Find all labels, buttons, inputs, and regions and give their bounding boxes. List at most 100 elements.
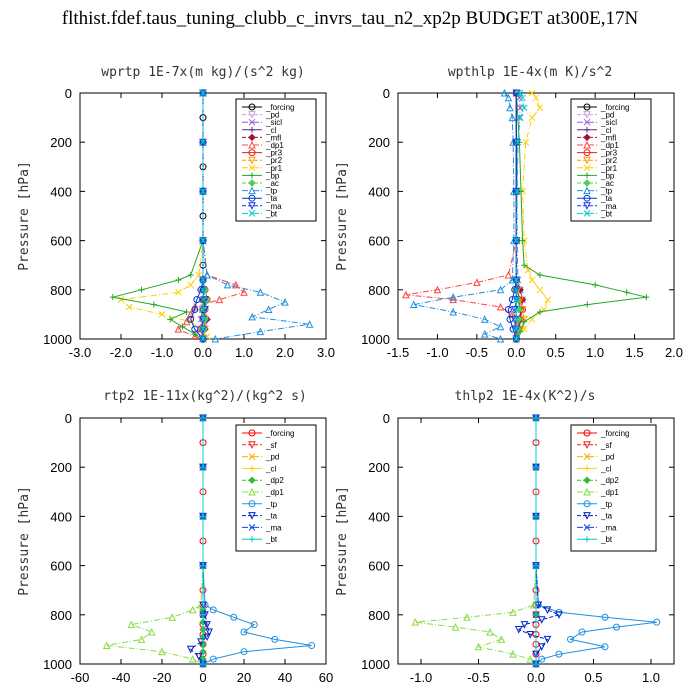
- data-point: [528, 89, 536, 97]
- legend-label: _ta: [600, 194, 613, 203]
- data-point: [519, 237, 526, 244]
- data-point: [308, 642, 316, 650]
- legend-label: _pd: [600, 453, 614, 462]
- legend-marker: [248, 210, 256, 217]
- data-point: [473, 278, 481, 286]
- x-tick-label: 0.5: [547, 345, 565, 360]
- legend-marker: [248, 429, 256, 437]
- panel-title: thlp2 1E-4x(K^2)/s: [455, 389, 596, 404]
- y-tick-label: 200: [368, 135, 390, 150]
- legend-label: _sicl: [600, 118, 617, 127]
- legend-label: _tp: [265, 500, 278, 509]
- y-tick-label: 0: [65, 86, 72, 101]
- data-point: [199, 89, 207, 98]
- data-point: [248, 312, 257, 321]
- legend-label: _tp: [265, 187, 278, 196]
- data-point: [533, 661, 539, 667]
- data-point: [256, 327, 265, 336]
- data-point: [223, 280, 232, 289]
- legend-label: _ta: [265, 512, 278, 521]
- data-point: [520, 315, 528, 324]
- data-point: [555, 650, 563, 658]
- legend-marker: [248, 103, 256, 111]
- legend-marker: [248, 524, 256, 531]
- data-point: [520, 621, 529, 629]
- legend-marker: [583, 524, 591, 531]
- legend-label: _ma: [600, 523, 617, 532]
- legend-marker: [583, 487, 591, 496]
- legend-label: _dp2: [600, 476, 619, 485]
- panel-title: wprtp 1E-7x(m kg)/(s^2 kg): [101, 65, 305, 80]
- y-tick-label: 400: [50, 184, 72, 199]
- x-tick-label: 3.0: [317, 345, 335, 360]
- x-tick-label: -2.0: [110, 345, 132, 360]
- data-point: [516, 89, 524, 97]
- data-point: [508, 113, 517, 122]
- legend-marker: [583, 140, 591, 149]
- data-point: [526, 654, 535, 663]
- data-point: [127, 620, 136, 629]
- data-point: [543, 606, 552, 614]
- legend-marker: [583, 194, 591, 202]
- legend-label: _pd: [600, 111, 614, 120]
- legend-marker: [248, 179, 256, 187]
- data-point: [168, 613, 177, 621]
- legend-marker: [583, 512, 591, 520]
- data-point: [271, 635, 279, 643]
- x-tick-label: -1.0: [410, 670, 432, 685]
- data-point: [601, 643, 609, 651]
- legend-marker: [248, 500, 256, 508]
- legend-marker: [584, 536, 590, 543]
- legend-label: _cl: [600, 126, 611, 135]
- legend-label: _bp: [600, 171, 615, 180]
- data-point: [534, 601, 543, 610]
- data-point: [449, 293, 458, 301]
- data-point: [514, 138, 522, 146]
- y-tick-label: 1000: [361, 657, 390, 672]
- legend-marker: [248, 453, 256, 460]
- y-tick-label: 200: [368, 460, 390, 475]
- series-bt: [533, 415, 539, 667]
- legend-marker: [583, 429, 591, 437]
- data-point: [519, 94, 526, 102]
- data-point: [200, 611, 206, 618]
- data-point: [512, 296, 521, 304]
- data-point: [533, 513, 539, 520]
- data-point: [512, 325, 520, 333]
- x-tick-label: 1.0: [235, 345, 253, 360]
- x-tick-label: -1.0: [426, 345, 448, 360]
- legend-marker: [583, 118, 591, 126]
- legend-marker: [249, 536, 255, 543]
- data-point: [524, 266, 532, 274]
- data-point: [528, 276, 536, 284]
- series-dp1: [402, 88, 521, 343]
- legend-label: _mfl: [600, 133, 616, 142]
- legend-marker: [248, 512, 256, 520]
- data-point: [623, 289, 630, 296]
- data-point: [504, 270, 513, 279]
- data-point: [215, 295, 224, 304]
- data-point: [567, 635, 574, 643]
- series-line: [515, 92, 647, 340]
- legend-marker: [248, 194, 256, 202]
- data-point: [592, 281, 599, 288]
- y-tick-label: 600: [50, 559, 72, 574]
- y-axis-label: Pressure [hPa]: [17, 161, 32, 271]
- legend-label: _dp1: [600, 141, 619, 150]
- legend: _forcing_pd_sicl_cl_mfl_dp1_pr3_pr2_pr1_…: [570, 98, 652, 222]
- y-tick-label: 400: [368, 184, 390, 199]
- data-point: [231, 280, 240, 289]
- data-point: [199, 286, 207, 294]
- series-tp: [409, 88, 518, 343]
- x-tick-label: 0.5: [584, 670, 602, 685]
- legend-marker: [248, 149, 256, 157]
- data-point: [512, 335, 520, 343]
- legend-label: _ta: [600, 512, 613, 521]
- legend-label: _ac: [265, 179, 279, 188]
- x-tick-label: -1.0: [151, 345, 173, 360]
- data-point: [497, 635, 506, 643]
- legend-marker: [248, 476, 256, 484]
- data-point: [183, 308, 190, 315]
- chart-panel-2: wpthlp 1E-4x(m K)/s^2 Pressure [hPa] 0 200 4…: [335, 65, 683, 360]
